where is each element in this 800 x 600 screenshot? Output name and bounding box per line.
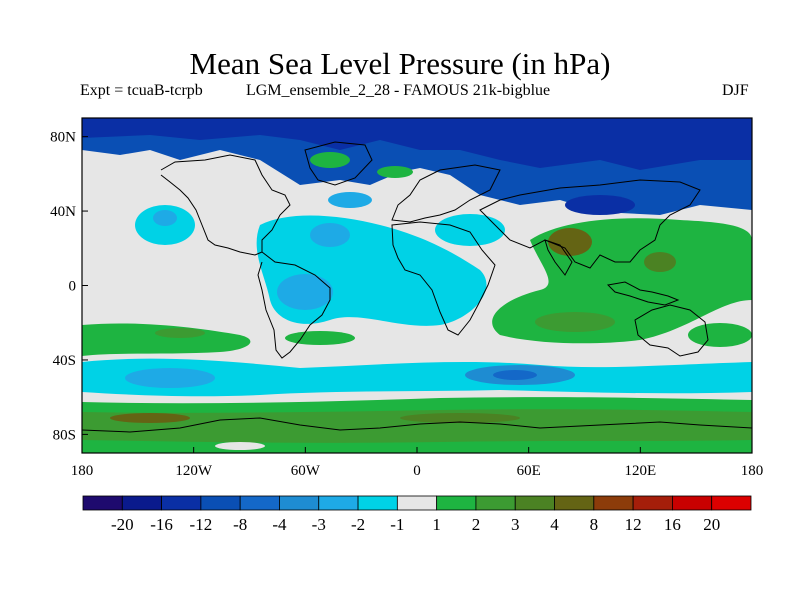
field-indian-ocean-high: [535, 312, 615, 332]
field-antarctic-neutral: [215, 442, 265, 450]
colorbar-swatch: [357, 495, 398, 511]
field-north-pacific-core: [153, 210, 177, 226]
colorbar-swatch: [396, 495, 438, 511]
experiment-label: Expt = tcuaB-tcrpb: [80, 82, 203, 99]
field-subtropical-atlantic: [310, 223, 350, 247]
colorbar-label: 20: [703, 515, 720, 534]
coast-greenland: [304, 141, 373, 186]
pressure-anomaly-fields: [82, 118, 752, 453]
coast-africa: [391, 221, 496, 336]
lat-tick-label: 80S: [53, 427, 76, 443]
field-south-atlantic-high: [285, 331, 355, 345]
colorbar-swatch: [200, 495, 241, 511]
field-siberia-low: [565, 195, 635, 215]
map-panel: [81, 117, 753, 454]
colorbar-label: 4: [550, 515, 559, 534]
field-indian-southern-core: [493, 370, 537, 380]
season-label: DJF: [722, 82, 749, 99]
field-iceland-high: [377, 166, 413, 178]
lon-tick-label: 120E: [624, 463, 656, 479]
lon-tick-label: 120W: [175, 463, 213, 479]
field-antarctic-core-east: [400, 413, 520, 423]
coastlines: [81, 141, 753, 433]
colorbar-label: -3: [312, 515, 326, 534]
colorbar-label: -12: [190, 515, 213, 534]
lat-tick-label: 0: [69, 279, 77, 295]
colorbar-swatch: [475, 495, 516, 511]
colorbar-swatch: [121, 495, 162, 511]
field-north-africa: [435, 214, 505, 246]
coast-maritime-continent: [606, 281, 680, 306]
colorbar-swatch: [554, 495, 595, 511]
field-amundsen-low: [125, 368, 215, 388]
colorbar-label: -4: [272, 515, 287, 534]
latitude-axis: 80N 40N 0 40S 80S: [50, 130, 88, 443]
run-label: LGM_ensemble_2_28 - FAMOUS 21k-bigblue: [246, 82, 551, 99]
field-tibet-high: [548, 228, 592, 256]
lat-tick-label: 80N: [50, 130, 76, 146]
coast-india: [544, 239, 573, 276]
field-north-atlantic: [328, 192, 372, 208]
colorbar-swatch: [593, 495, 634, 511]
lat-tick-label: 40S: [53, 353, 76, 369]
coast-antarctica: [81, 417, 753, 433]
lon-tick-label: 180: [741, 463, 764, 479]
colorbar-label: 3: [511, 515, 520, 534]
colorbar: -20 -16 -12 -8 -4 -3 -2 -1 1 2 3 4 8 12 16 20: [82, 495, 752, 534]
chart-title: Mean Sea Level Pressure (in hPa): [189, 46, 611, 81]
field-south-pacific-high: [82, 323, 251, 356]
lon-tick-label: 180: [71, 463, 94, 479]
field-amazon-low: [277, 274, 333, 310]
lon-tick-label: 60W: [291, 463, 321, 479]
field-southern-ocean-low: [82, 358, 752, 397]
coast-europe: [391, 164, 501, 223]
colorbar-label: -2: [351, 515, 365, 534]
field-antarctic-core-west: [110, 413, 190, 423]
lon-tick-label: 0: [413, 463, 421, 479]
colorbar-label: 8: [590, 515, 599, 534]
field-tasman-high: [688, 323, 752, 347]
field-antarctic-high-mid: [82, 409, 752, 443]
coast-asia: [479, 179, 701, 269]
field-north-low-core: [82, 118, 752, 170]
colorbar-swatch: [82, 495, 123, 511]
colorbar-swatch: [514, 495, 555, 511]
field-south-pacific-core: [155, 328, 205, 338]
colorbar-swatch: [279, 495, 320, 511]
field-maritime-high: [644, 252, 676, 272]
colorbar-swatch: [318, 495, 359, 511]
colorbar-label: -8: [233, 515, 247, 534]
colorbar-swatch: [239, 495, 280, 511]
lon-tick-label: 60E: [517, 463, 541, 479]
colorbar-swatch: [632, 495, 673, 511]
coast-australia: [634, 304, 709, 357]
longitude-axis: 180 120W 60W 0 60E 120E 180: [71, 447, 764, 479]
field-greenland-high: [310, 152, 350, 168]
coast-south-america: [257, 251, 331, 359]
colorbar-label: -1: [390, 515, 404, 534]
colorbar-label: 16: [664, 515, 681, 534]
colorbar-label: 12: [625, 515, 642, 534]
colorbar-swatch: [436, 495, 477, 511]
lat-tick-label: 40N: [50, 204, 76, 220]
colorbar-swatch: [711, 495, 752, 511]
colorbar-swatch: [672, 495, 713, 511]
coast-north-america: [160, 154, 291, 256]
colorbar-label: 2: [472, 515, 481, 534]
colorbar-label: -16: [150, 515, 173, 534]
colorbar-label: -20: [111, 515, 134, 534]
colorbar-label: 1: [432, 515, 441, 534]
colorbar-swatch: [161, 495, 202, 511]
